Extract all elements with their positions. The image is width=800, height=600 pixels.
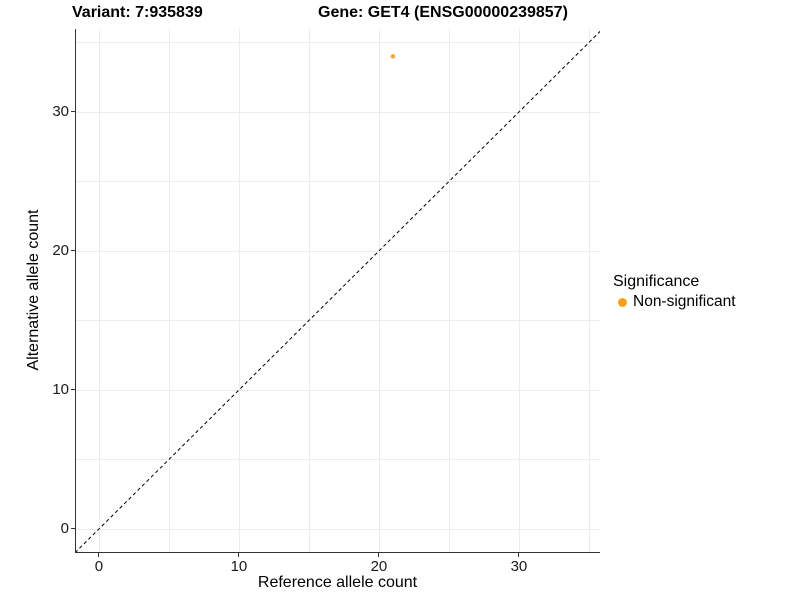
legend-item-label: Non-significant	[633, 293, 736, 310]
data-point	[390, 54, 396, 59]
y-tick-mark	[71, 250, 75, 252]
y-tick-mark	[71, 528, 75, 530]
plot-panel	[75, 29, 600, 553]
plot-title-gene: Gene: GET4 (ENSG00000239857)	[318, 4, 568, 21]
legend-title: Significance	[613, 273, 700, 290]
y-tick-label: 20	[52, 241, 69, 259]
legend-item: Non-significant	[613, 293, 736, 311]
y-tick-mark	[71, 389, 75, 391]
plot-canvas	[75, 29, 600, 553]
x-tick-mark	[98, 553, 100, 557]
y-axis-title: Alternative allele count	[25, 209, 42, 371]
plot-title-variant: Variant: 7:935839	[72, 4, 203, 21]
x-tick-mark	[238, 553, 240, 557]
x-tick-label: 10	[230, 558, 248, 575]
legend: Significance Non-significant	[613, 272, 736, 311]
y-tick-label: 0	[60, 519, 69, 537]
identity-line	[75, 30, 600, 553]
x-tick-label: 20	[370, 558, 388, 575]
x-tick-mark	[378, 553, 380, 557]
x-axis-title: Reference allele count	[257, 574, 418, 591]
x-tick-mark	[518, 553, 520, 557]
y-tick-label: 10	[52, 380, 69, 398]
x-tick-label: 0	[94, 558, 104, 575]
x-tick-label: 30	[510, 558, 528, 575]
y-tick-mark	[71, 111, 75, 113]
legend-key-dot-icon	[618, 297, 627, 307]
y-tick-label: 30	[52, 102, 69, 120]
